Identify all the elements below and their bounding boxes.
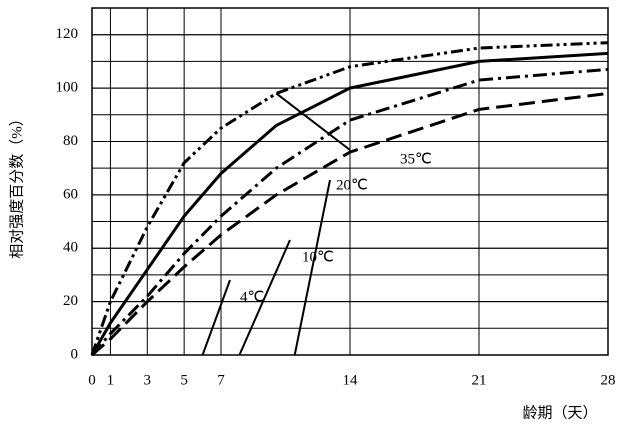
annotation-leader — [293, 179, 331, 356]
annotation-leader — [201, 279, 231, 356]
x-tick-label: 5 — [180, 372, 188, 388]
series-label: 35℃ — [400, 151, 432, 167]
x-tick-label: 1 — [107, 372, 115, 388]
x-tick-label: 21 — [472, 372, 487, 388]
y-tick-label: 0 — [71, 346, 79, 362]
series-label: 10℃ — [302, 249, 334, 265]
x-tick-label: 14 — [343, 372, 359, 388]
x-tick-label: 0 — [88, 372, 96, 388]
y-tick-label: 100 — [56, 80, 79, 96]
x-tick-label: 28 — [601, 372, 616, 388]
plot-frame — [91, 7, 609, 356]
series-label: 20℃ — [336, 177, 368, 193]
y-tick-label: 40 — [63, 240, 78, 256]
y-tick-label: 20 — [63, 293, 78, 309]
annotation-leader — [275, 92, 351, 151]
y-tick-label: 120 — [56, 26, 79, 42]
series-line — [91, 91, 609, 357]
series-line — [90, 51, 609, 356]
series-line — [90, 67, 609, 356]
y-tick-label: 60 — [63, 186, 78, 202]
series-label: 4℃ — [240, 289, 264, 305]
y-tick-label: 80 — [63, 133, 78, 149]
x-tick-label: 3 — [144, 372, 152, 388]
x-tick-label: 7 — [217, 372, 225, 388]
x-axis-label: 龄期（天） — [522, 404, 597, 421]
series-line — [90, 41, 609, 356]
annotation-leader — [238, 239, 291, 356]
y-axis-label: 相对强度百分数（%） — [8, 111, 25, 259]
